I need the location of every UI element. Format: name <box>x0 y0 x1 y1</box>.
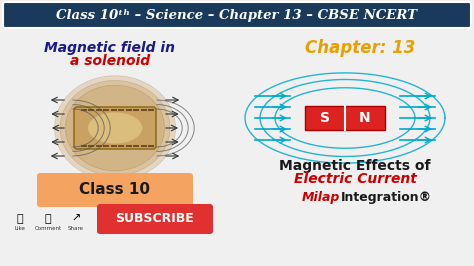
Text: Class 10ᵗʰ – Science – Chapter 13 – CBSE NCERT: Class 10ᵗʰ – Science – Chapter 13 – CBSE… <box>56 9 418 22</box>
FancyBboxPatch shape <box>97 204 213 234</box>
FancyBboxPatch shape <box>3 2 471 28</box>
Text: a solenoid: a solenoid <box>70 54 150 68</box>
Text: 👍: 👍 <box>17 214 23 224</box>
Text: ↗: ↗ <box>71 214 81 224</box>
Ellipse shape <box>55 76 175 180</box>
Text: S: S <box>320 111 330 125</box>
Text: Electric Current: Electric Current <box>293 172 417 186</box>
Text: Like: Like <box>15 227 26 231</box>
Text: N: N <box>359 111 371 125</box>
Ellipse shape <box>88 112 143 144</box>
Ellipse shape <box>60 81 170 176</box>
Text: Share: Share <box>68 227 84 231</box>
Text: Magnetic Effects of: Magnetic Effects of <box>279 159 431 173</box>
Bar <box>305 106 385 130</box>
Text: Class 10: Class 10 <box>80 182 151 197</box>
Ellipse shape <box>65 85 164 171</box>
Text: Comment: Comment <box>35 227 62 231</box>
Text: Milap: Milap <box>301 192 340 205</box>
Text: Integration®: Integration® <box>341 192 432 205</box>
Text: Chapter: 13: Chapter: 13 <box>305 39 415 57</box>
Text: Magnetic field in: Magnetic field in <box>45 41 175 55</box>
FancyBboxPatch shape <box>37 173 193 207</box>
Text: SUBSCRIBE: SUBSCRIBE <box>116 213 194 226</box>
Text: 💬: 💬 <box>45 214 51 224</box>
FancyBboxPatch shape <box>74 107 156 149</box>
